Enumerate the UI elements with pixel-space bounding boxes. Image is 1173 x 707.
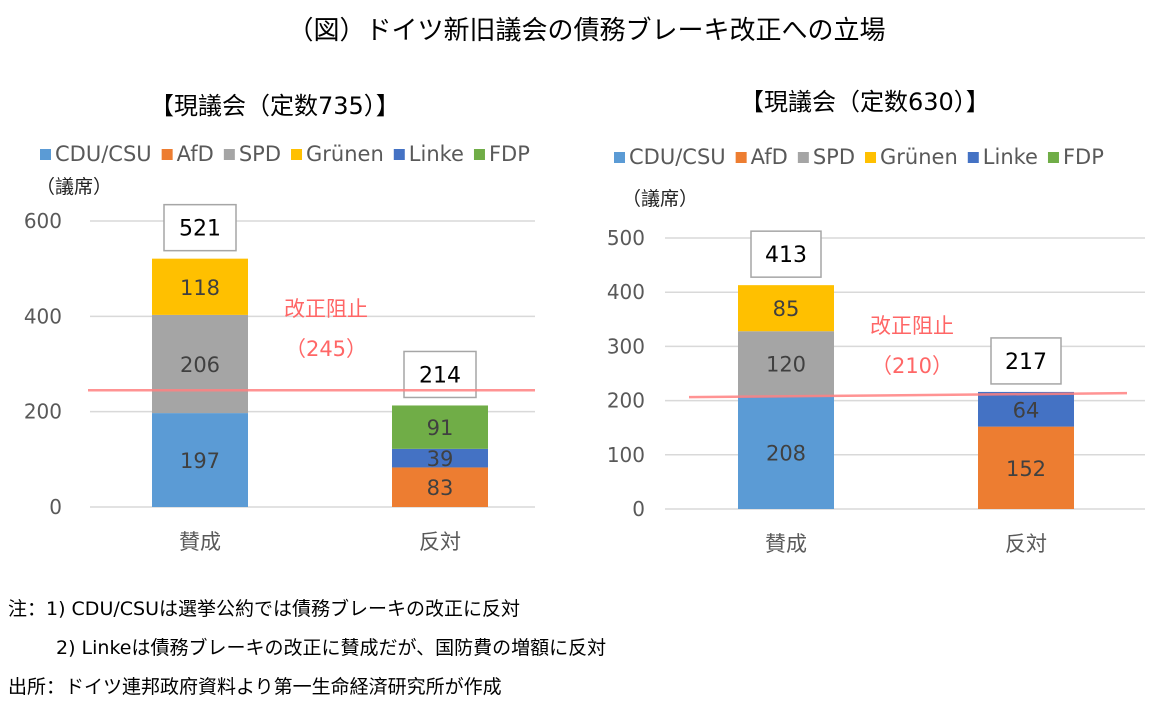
threshold-line [688,391,1128,399]
legend-label-5: FDP [489,142,530,166]
y-axis-label: （議席） [622,188,698,210]
total-label: 413 [765,243,807,268]
y-axis-label: （議席） [36,176,112,198]
bar-spd [152,314,248,414]
bar-spd [738,331,834,397]
legend-label-1: AfD [177,142,214,166]
bar-value-label: 120 [766,353,806,377]
legend-swatch-0 [614,152,625,163]
legend-swatch-1 [735,152,747,163]
category-label: 反対 [419,530,461,554]
bar-value-label: 39 [427,447,454,471]
legend-label-0: CDU/CSU [629,145,726,169]
legend-swatch-5 [1047,152,1059,163]
legend-label-1: AfD [751,145,788,169]
note-2: 2) Linkeは債務ブレーキの改正に賛成だが、国防費の増額に反対 [56,637,607,659]
bar-value-label: 208 [766,442,806,466]
y-tick-label: 0 [632,497,645,521]
legend-label-2: SPD [813,145,855,169]
bar-linke [392,448,488,468]
chart-1-title: 【現議会（定数735）】 [150,92,400,120]
bar-fdp [392,405,488,449]
legend-label-4: Linke [983,145,1038,169]
y-tick-label: 300 [607,334,645,358]
y-tick-label: 600 [24,209,62,233]
legend-label-4: Linke [409,142,464,166]
legend-swatch-3 [865,152,877,163]
total-label: 217 [1005,350,1047,375]
bar-cducsu [152,413,248,507]
threshold-label: 改正阻止 [870,314,954,338]
legend-swatch-0 [40,149,51,160]
bar-value-label: 152 [1006,457,1046,481]
threshold-value-label: （210） [871,354,953,378]
legend-swatch-2 [223,149,235,160]
bar-grnen [738,285,834,332]
y-tick-label: 400 [24,304,62,328]
bar-value-label: 64 [1013,398,1040,422]
bar-value-label: 91 [427,416,454,440]
total-box [163,203,237,252]
bar-afd [392,467,488,507]
legend-swatch-5 [473,149,485,160]
legend-label-0: CDU/CSU [55,142,152,166]
y-tick-label: 100 [607,443,645,467]
y-tick-label: 500 [607,226,645,250]
bar-value-label: 83 [427,476,454,500]
y-tick-label: 200 [24,400,62,424]
legend-swatch-4 [967,152,979,163]
total-box [990,337,1062,385]
bar-value-label: 197 [180,449,220,473]
bar-cducsu [738,396,834,509]
legend-label-3: Grünen [880,145,958,169]
category-label: 賛成 [765,532,807,556]
category-label: 反対 [1005,532,1047,556]
legend-swatch-1 [161,149,173,160]
threshold-value-label: （245） [285,337,367,361]
legend-swatch-4 [393,149,405,160]
category-label: 賛成 [179,530,221,554]
bar-linke [978,391,1074,427]
legend-label-2: SPD [239,142,281,166]
source-note: 出所：ドイツ連邦政府資料より第一生命経済研究所が作成 [8,676,502,698]
bar-value-label: 118 [180,276,220,300]
legend-label-5: FDP [1063,145,1104,169]
figure-title: （図）ドイツ新旧議会の債務ブレーキ改正への立場 [287,16,886,46]
total-label: 214 [419,363,461,388]
legend-label-3: Grünen [306,142,384,166]
legend-swatch-2 [797,152,809,163]
note-1: 注：1) CDU/CSUは選挙公約では債務ブレーキの改正に反対 [8,598,520,620]
total-box [750,230,822,278]
y-tick-label: 0 [49,495,62,519]
y-tick-label: 400 [607,280,645,304]
chart-2-title: 【現議会（定数630）】 [740,88,990,116]
charts-svg: CDU/CSU AfD SPD Grünen Linke FDP （議席） 0 200 400 60… [24,142,1145,556]
bar-value-label: 206 [180,353,220,377]
total-label: 521 [179,217,221,242]
bar-grnen [152,258,248,315]
bar-afd [978,426,1074,509]
legend-swatch-3 [291,149,303,160]
bar-value-label: 85 [773,297,800,321]
y-tick-label: 200 [607,389,645,413]
threshold-label: 改正阻止 [284,297,368,321]
